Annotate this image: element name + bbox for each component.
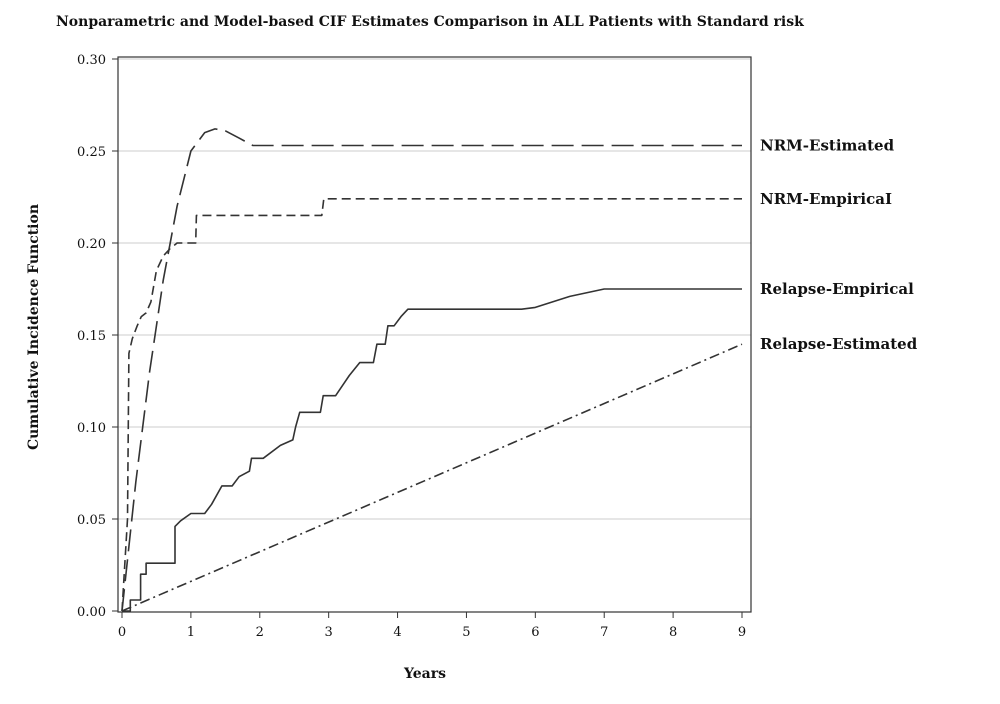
x-tick-label: 0 — [118, 625, 126, 640]
series-line-nrm-empiricai — [121, 198, 742, 612]
series-line-nrm-estimated — [121, 128, 742, 612]
x-tick-label: 9 — [738, 625, 746, 640]
x-tick-label: 4 — [393, 625, 401, 640]
y-tick-label: 0.05 — [77, 513, 106, 528]
y-tick-label: 0.15 — [77, 329, 106, 344]
series-label: Relapse-Empirical — [760, 280, 914, 298]
x-tick-label: 3 — [325, 625, 333, 640]
x-tick-label: 1 — [187, 625, 195, 640]
series-label: NRM-Estimated — [760, 136, 895, 154]
series-label: NRM-EmpiricaI — [760, 190, 892, 208]
y-tick-label: 0.00 — [77, 605, 106, 620]
series-label: Relapse-Estimated — [760, 335, 918, 353]
x-tick-label: 8 — [669, 625, 677, 640]
y-tick-label: 0.25 — [77, 145, 106, 160]
grid-lines — [118, 58, 751, 520]
y-tick-label: 0.10 — [77, 421, 106, 436]
y-tick-label: 0.30 — [77, 53, 106, 68]
y-tick-label: 0.20 — [77, 237, 106, 252]
series-lines — [121, 128, 743, 612]
y-axis-label: Cumulative Incidence Function — [26, 204, 42, 450]
series-line-relapse-estimated — [121, 343, 743, 612]
x-tick-label: 5 — [462, 625, 470, 640]
y-axis-ticks: 0.00 0.05 0.10 0.15 0.20 0.25 0.30 — [77, 53, 118, 620]
x-tick-label: 6 — [531, 625, 539, 640]
x-axis-label: Years — [403, 666, 446, 682]
x-tick-label: 7 — [600, 625, 608, 640]
x-axis-ticks: 0 1 2 3 4 5 6 7 8 9 — [118, 612, 746, 640]
chart-title: Nonparametric and Model-based CIF Estima… — [56, 14, 804, 30]
series-line-relapse-empirical — [122, 288, 742, 612]
x-tick-label: 2 — [256, 625, 264, 640]
series-labels: NRM-Estimated NRM-EmpiricaI Relapse-Empiri… — [760, 136, 918, 353]
